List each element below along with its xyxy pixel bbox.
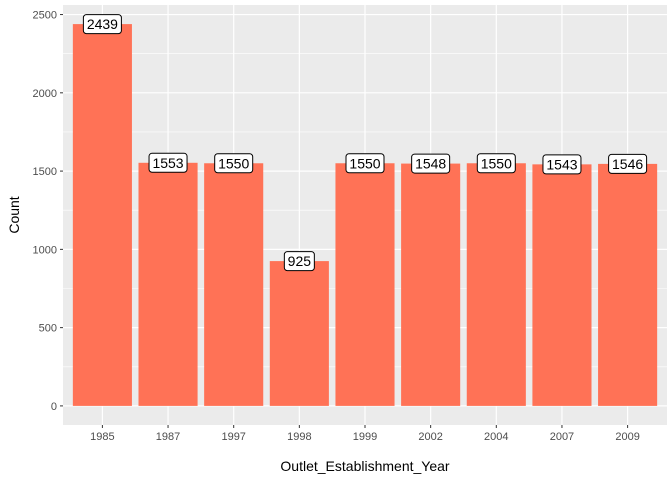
data-label: 1543: [542, 154, 582, 175]
x-tick-label: 2007: [550, 431, 574, 443]
data-label-box: [608, 153, 648, 174]
data-label-text: 1550: [218, 155, 249, 171]
y-axis: 0 500 1000 1500 2000 2500: [33, 10, 63, 413]
data-label-text: 1543: [546, 156, 577, 172]
data-label: 1550: [345, 153, 385, 174]
data-label-text: 925: [288, 253, 312, 269]
y-tick-label: 500: [39, 323, 57, 335]
data-label: 925: [283, 251, 315, 272]
data-label-box: [476, 153, 516, 174]
data-label-box: [148, 152, 188, 173]
x-axis-title: Outlet_Establishment_Year: [280, 458, 449, 474]
x-axis: 1985 1987 1997 1998 1999 2002 2004 2007 2009: [90, 425, 640, 443]
data-label: 1553: [148, 152, 188, 173]
x-tick-label: 2004: [484, 431, 508, 443]
bar: [466, 163, 526, 406]
x-tick-label: 1998: [287, 431, 311, 443]
y-tick-label: 0: [51, 401, 57, 413]
bar: [532, 164, 592, 406]
y-axis-title: Count: [6, 196, 22, 233]
bar: [401, 163, 461, 406]
data-label-text: 1550: [349, 155, 380, 171]
y-tick-label: 1000: [33, 244, 57, 256]
bars: [72, 24, 658, 406]
data-label-box: [214, 153, 254, 174]
bar: [204, 163, 264, 406]
data-label-box: [82, 14, 122, 35]
x-tick-label: 2009: [615, 431, 639, 443]
bar: [598, 163, 658, 406]
data-label: 1550: [476, 153, 516, 174]
data-labels: 2439 1553 1550 925 1550 1548 1550 1543 1546: [82, 14, 648, 272]
data-label-box: [411, 153, 451, 174]
x-tick-label: 1985: [90, 431, 114, 443]
y-tick-label: 2500: [33, 10, 57, 22]
bar: [138, 162, 198, 406]
data-label-text: 1546: [612, 156, 643, 172]
bar: [335, 163, 395, 406]
data-label-box: [542, 154, 582, 175]
bar: [269, 261, 329, 406]
data-label-box: [345, 153, 385, 174]
data-label: 2439: [82, 14, 122, 35]
data-label-text: 1548: [415, 156, 446, 172]
data-label: 1548: [411, 153, 451, 174]
data-label-text: 1553: [152, 155, 183, 171]
y-tick-label: 1500: [33, 166, 57, 178]
data-label-text: 2439: [87, 16, 118, 32]
bar: [72, 24, 132, 406]
data-label-text: 1550: [481, 155, 512, 171]
x-tick-label: 1987: [156, 431, 180, 443]
x-tick-label: 2002: [418, 431, 442, 443]
data-label: 1546: [608, 153, 648, 174]
x-tick-label: 1997: [221, 431, 245, 443]
data-label-box: [283, 251, 315, 272]
x-tick-label: 1999: [353, 431, 377, 443]
data-label: 1550: [214, 153, 254, 174]
y-tick-label: 2000: [33, 88, 57, 100]
